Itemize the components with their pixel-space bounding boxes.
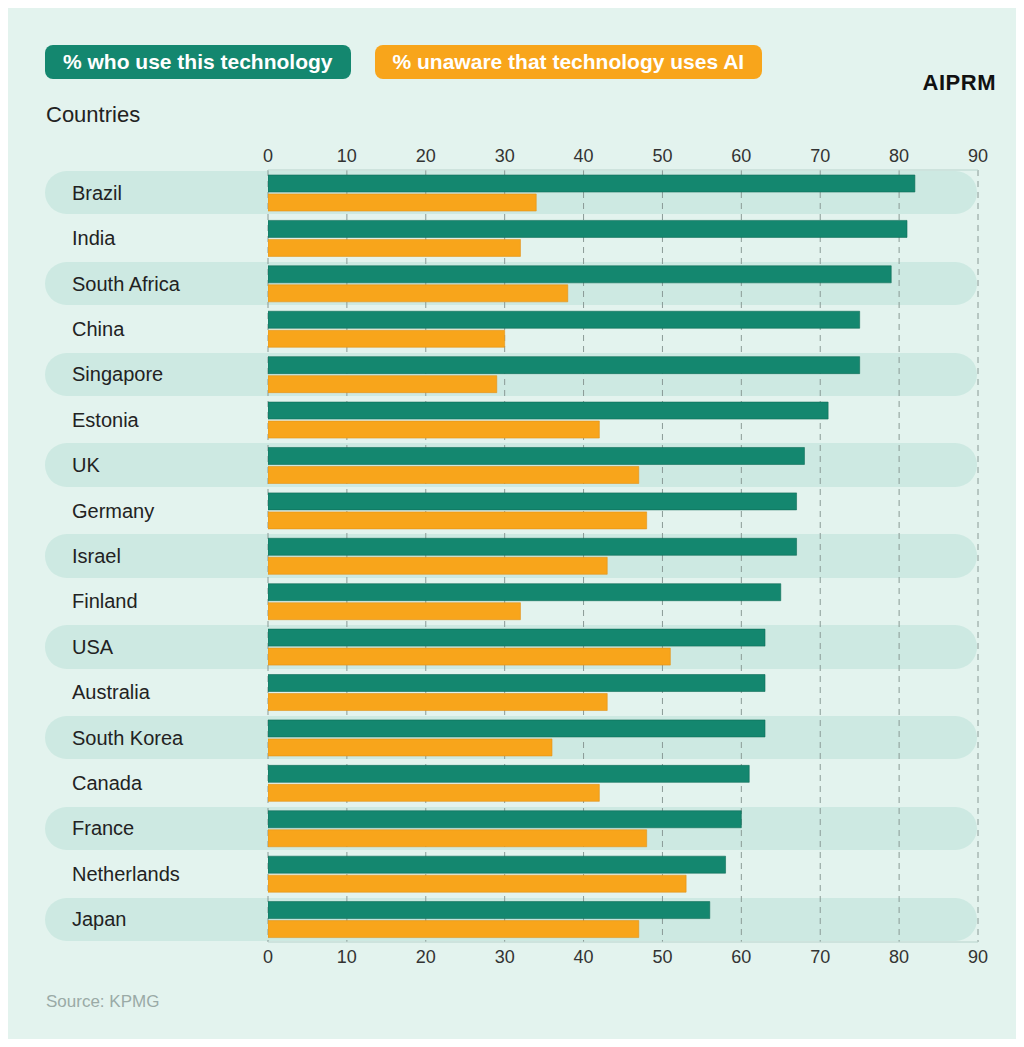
svg-text:UK: UK [72,454,100,476]
svg-text:40: 40 [574,947,594,967]
svg-text:70: 70 [810,146,830,166]
svg-text:90: 90 [968,146,988,166]
html-text:Source: KPMG: Source: KPMG [46,992,160,1011]
svg-text:China: China [72,318,125,340]
svg-text:South Africa: South Africa [72,273,181,295]
html-text:% unaware that technology uses: % unaware that technology uses AI [392,50,745,73]
svg-text:50: 50 [652,947,672,967]
svg-text:USA: USA [72,636,114,658]
svg-text:0: 0 [263,947,273,967]
svg-text:Brazil: Brazil [72,182,122,204]
svg-text:60: 60 [731,146,751,166]
svg-text:20: 20 [416,947,436,967]
html-text:Countries: Countries [46,102,141,127]
svg-text:10: 10 [337,146,357,166]
svg-text:Japan: Japan [72,908,127,930]
svg-text:India: India [72,227,116,249]
svg-text:Estonia: Estonia [72,409,140,431]
svg-text:30: 30 [495,947,515,967]
svg-text:0: 0 [263,146,273,166]
svg-text:10: 10 [337,947,357,967]
svg-text:Israel: Israel [72,545,121,567]
svg-text:Canada: Canada [72,772,143,794]
svg-text:60: 60 [731,947,751,967]
svg-text:30: 30 [495,146,515,166]
svg-text:70: 70 [810,947,830,967]
svg-text:Netherlands: Netherlands [72,863,180,885]
svg-text:50: 50 [652,146,672,166]
html-text:AIPRM: AIPRM [922,70,996,95]
svg-text:90: 90 [968,947,988,967]
svg-text:40: 40 [574,146,594,166]
svg-text:Germany: Germany [72,500,154,522]
svg-text:80: 80 [889,947,909,967]
svg-text:Singapore: Singapore [72,363,163,385]
svg-text:Australia: Australia [72,681,151,703]
svg-text:France: France [72,817,134,839]
svg-text:80: 80 [889,146,909,166]
html-text:% who use this technology: % who use this technology [63,50,333,73]
svg-text:20: 20 [416,146,436,166]
svg-text:South Korea: South Korea [72,727,184,749]
svg-text:Finland: Finland [72,590,138,612]
